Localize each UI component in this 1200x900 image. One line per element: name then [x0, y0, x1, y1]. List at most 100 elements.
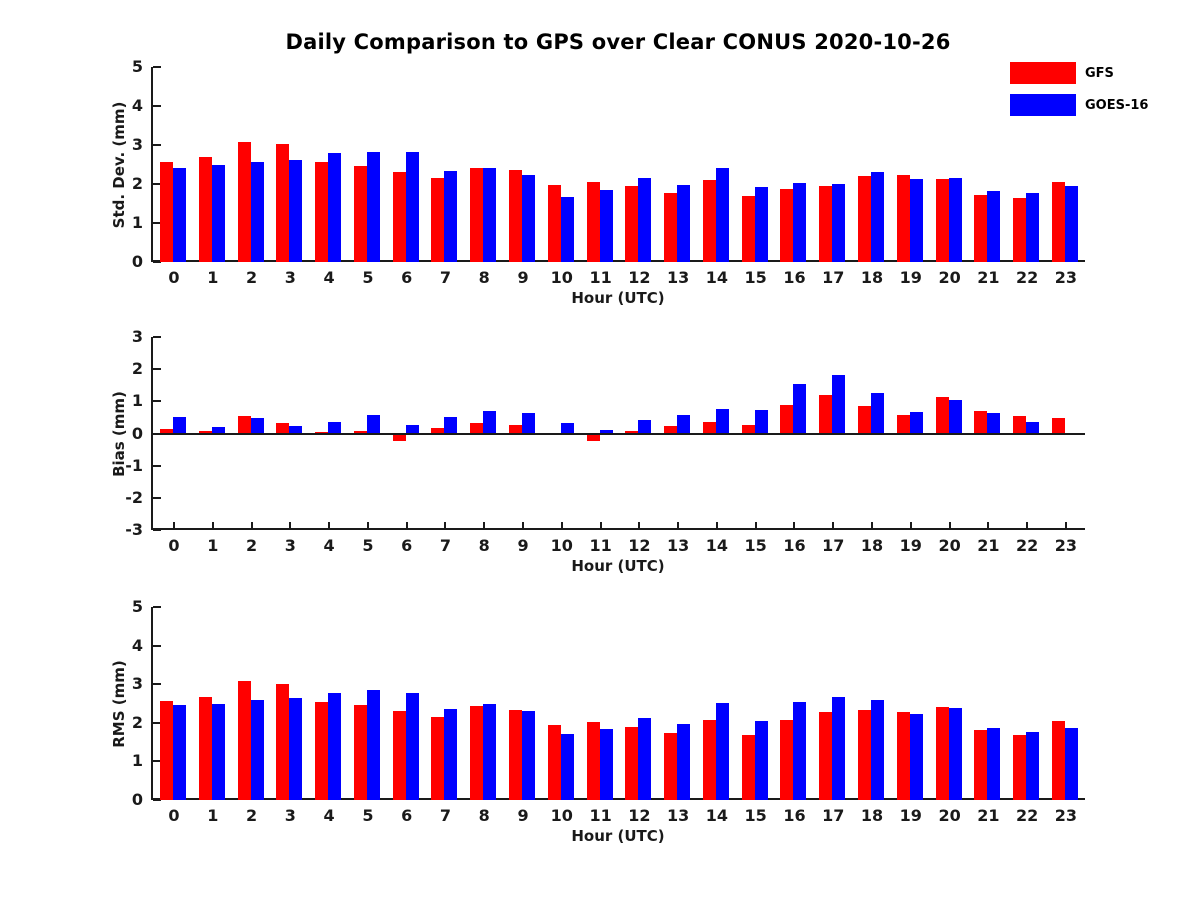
legend-label-goes16: GOES-16 [1085, 97, 1149, 113]
bar-gfs [160, 701, 173, 800]
x-tick-label: 2 [245, 536, 258, 555]
chart-bias: Bias (mm) Hour (UTC) -3 -2 -1 0 1 2 3 0 1 2 3 4 5 6 7 8… [0, 327, 1200, 590]
x-tick-label: 8 [478, 268, 490, 287]
bar-goes16 [211, 427, 225, 434]
bar-gfs [1051, 720, 1065, 800]
x-tick-label: 0 [168, 268, 180, 287]
bar-gfs [586, 721, 600, 800]
bar-gfs [160, 162, 173, 262]
x-tick-label: 1 [207, 536, 219, 555]
x-tick-label: 7 [439, 806, 452, 825]
x-tick-label: 3 [284, 268, 296, 287]
x-tick-mark [832, 522, 835, 530]
bar-gfs [625, 185, 639, 262]
bar-goes16 [444, 170, 458, 262]
x-tick-mark [211, 522, 214, 530]
bar-gfs [160, 428, 173, 434]
bar-gfs [741, 735, 755, 800]
bar-gfs [664, 192, 678, 262]
x-tick-label: 6 [401, 806, 413, 825]
bar-goes16 [871, 699, 885, 800]
rms-plot-area [151, 606, 1085, 801]
bar-gfs [315, 162, 329, 262]
y-tick-mark [153, 683, 161, 686]
x-tick-label: 12 [628, 806, 651, 825]
bar-gfs [819, 712, 833, 800]
bar-gfs [353, 430, 367, 434]
x-tick-label: 18 [860, 806, 884, 825]
bar-gfs [392, 433, 406, 441]
x-tick-label: 22 [1016, 268, 1039, 287]
bar-gfs [780, 189, 794, 262]
bar-gfs [392, 171, 406, 262]
bar-goes16 [250, 418, 264, 434]
bar-gfs [509, 425, 523, 434]
legend-label-gfs: GFS [1085, 65, 1114, 81]
bar-goes16 [522, 710, 536, 800]
bar-goes16 [677, 415, 691, 434]
bar-goes16 [1026, 732, 1040, 800]
bar-goes16 [909, 713, 923, 800]
bar-gfs [858, 710, 872, 800]
x-tick-mark [250, 522, 253, 530]
y-tick-mark [153, 721, 161, 724]
bar-gfs [353, 705, 367, 800]
bar-gfs [198, 430, 212, 434]
bar-gfs [702, 421, 716, 434]
y-tick-mark [153, 529, 161, 531]
bar-gfs [509, 169, 523, 262]
y-tick-label: 5 [131, 597, 143, 616]
bar-gfs [1013, 197, 1027, 262]
bar-goes16 [405, 152, 419, 262]
x-tick-label: 14 [705, 806, 729, 825]
x-tick-label: 11 [589, 268, 612, 287]
y-tick-mark [153, 368, 161, 371]
bar-goes16 [909, 411, 923, 434]
x-tick-mark [948, 522, 951, 530]
bar-goes16 [289, 426, 303, 434]
bar-goes16 [405, 692, 419, 800]
bar-goes16 [638, 717, 652, 800]
x-tick-label: 1 [207, 268, 219, 287]
x-tick-label: 3 [284, 536, 296, 555]
bar-goes16 [366, 152, 380, 262]
x-tick-label: 4 [323, 806, 335, 825]
x-tick-mark [871, 522, 874, 530]
bar-goes16 [793, 182, 807, 262]
x-tick-label: 13 [666, 536, 690, 555]
bar-goes16 [599, 190, 613, 262]
x-tick-label: 0 [168, 806, 180, 825]
bar-goes16 [948, 177, 962, 262]
bar-gfs [896, 175, 910, 262]
bias-plot-area [151, 336, 1085, 531]
x-tick-label: 6 [401, 536, 413, 555]
bar-gfs [896, 415, 910, 434]
x-tick-mark [987, 522, 990, 530]
y-tick-label: 1 [131, 213, 143, 232]
bar-gfs [547, 185, 561, 262]
x-tick-label: 9 [517, 806, 529, 825]
x-tick-label: 23 [1054, 536, 1078, 555]
y-tick-label: 3 [131, 327, 143, 346]
bar-goes16 [483, 703, 497, 800]
y-tick-mark [153, 400, 161, 403]
bar-goes16 [173, 417, 186, 434]
x-tick-label: 7 [439, 268, 452, 287]
bar-goes16 [366, 689, 380, 800]
bar-goes16 [289, 159, 303, 262]
bar-gfs [470, 706, 484, 800]
x-tick-label: 13 [666, 268, 690, 287]
bar-goes16 [328, 153, 342, 262]
x-tick-label: 7 [439, 536, 452, 555]
rms-y-axis-label: RMS (mm) [110, 659, 128, 748]
bar-gfs [780, 404, 794, 434]
x-tick-mark [444, 522, 447, 530]
bar-gfs [664, 426, 678, 434]
x-tick-label: 0 [168, 536, 180, 555]
y-tick-mark [153, 222, 161, 224]
y-tick-label: -2 [125, 487, 143, 507]
x-tick-label: 17 [822, 806, 845, 825]
x-tick-mark [638, 522, 641, 530]
bar-goes16 [987, 191, 1001, 262]
